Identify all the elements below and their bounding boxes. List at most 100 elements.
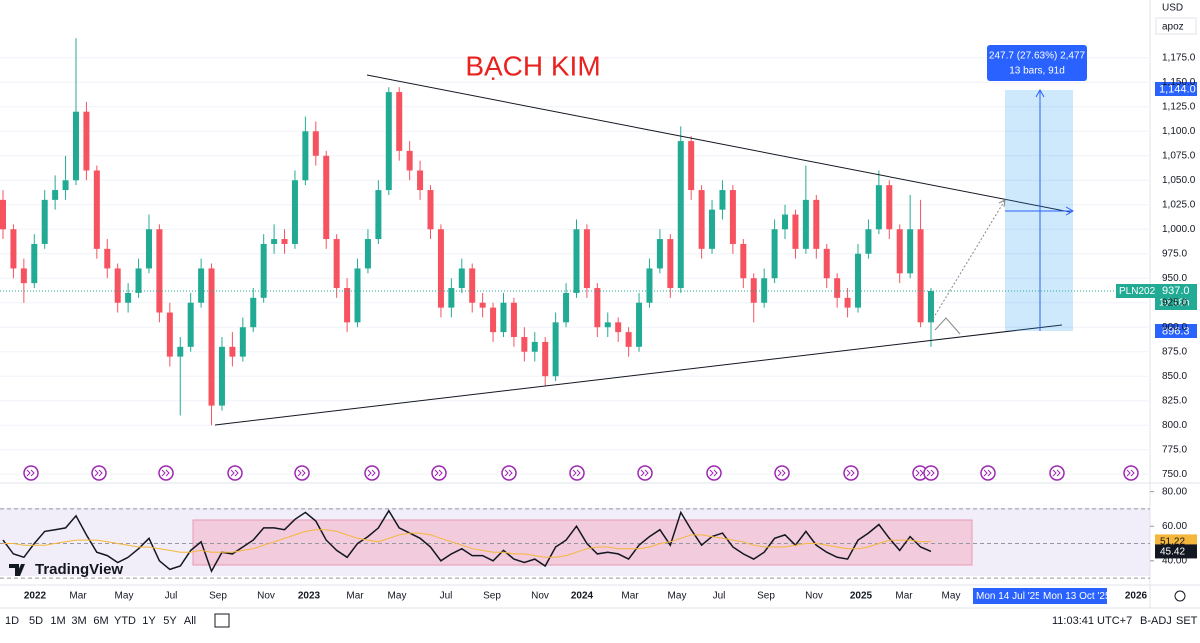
event-icon-glyph	[846, 469, 855, 477]
candle-body	[156, 229, 163, 313]
event-icon[interactable]	[501, 465, 517, 481]
session[interactable]: SET	[1176, 615, 1198, 627]
candle-body	[114, 268, 121, 303]
range-button[interactable]: 6M	[93, 615, 108, 627]
x-tick-label: Mar	[621, 591, 639, 602]
rsi-line	[2, 509, 932, 574]
scale-button[interactable]	[1155, 17, 1197, 35]
symbol: PLN2025	[1119, 286, 1161, 297]
candle-body	[10, 229, 17, 269]
candle-body	[218, 346, 225, 406]
candle-body	[260, 243, 267, 298]
range-button[interactable]: 1D	[5, 615, 19, 627]
candle-body	[928, 290, 934, 323]
event-icon[interactable]	[637, 465, 653, 481]
adjust[interactable]: B-ADJ	[1140, 615, 1172, 627]
candle-body	[552, 322, 559, 377]
event-icon[interactable]	[431, 465, 447, 481]
value-tag	[1155, 544, 1197, 559]
brand-logo	[9, 564, 25, 576]
candle-body	[312, 131, 319, 156]
candle-body	[375, 190, 382, 240]
y-tick-label: 825.0	[1162, 395, 1187, 406]
measure-label-box	[987, 45, 1087, 81]
candle-body	[750, 278, 757, 303]
scale-mode[interactable]: apoz	[1162, 22, 1184, 33]
candle-body	[740, 243, 747, 279]
event-icon[interactable]	[1123, 465, 1139, 481]
event-icon[interactable]	[923, 465, 939, 481]
event-icon-glyph	[640, 469, 649, 477]
range-button[interactable]: 5D	[29, 615, 43, 627]
event-icon[interactable]	[364, 465, 380, 481]
candle-body	[625, 332, 632, 347]
candle-body	[542, 341, 549, 377]
settings-icon[interactable]	[1174, 590, 1186, 602]
measure-text: 13 bars, 91d	[1009, 66, 1065, 77]
candle-body	[166, 312, 173, 357]
candle-body	[448, 288, 455, 308]
y-tick-label: 975.0	[1162, 248, 1187, 259]
clock: 11:03:41 UTC+7	[1052, 615, 1132, 627]
event-icon-glyph	[434, 469, 443, 477]
calendar-icon[interactable]	[214, 613, 230, 628]
candle-body	[145, 229, 152, 269]
range-button[interactable]: 3M	[71, 615, 86, 627]
event-icon[interactable]	[1049, 465, 1065, 481]
event-icon[interactable]	[843, 465, 859, 481]
measure-text: 247.7 (27.63%) 2,477	[989, 51, 1086, 62]
event-icon[interactable]	[294, 465, 310, 481]
candle-body	[636, 302, 643, 347]
drawing-rect	[192, 519, 973, 566]
candle-body	[719, 190, 726, 210]
candle-body	[510, 302, 517, 338]
candle-body	[250, 297, 257, 328]
date-tag	[1039, 588, 1107, 604]
candle-body	[281, 239, 288, 244]
range-button[interactable]: 1M	[50, 615, 65, 627]
event-icon[interactable]	[706, 465, 722, 481]
candle-body	[917, 229, 924, 323]
event-icon[interactable]	[91, 465, 107, 481]
x-tick-label: Nov	[531, 591, 549, 602]
candle-body	[135, 268, 142, 293]
range-button[interactable]: YTD	[114, 615, 136, 627]
currency[interactable]: USD	[1162, 3, 1183, 14]
value-label: 51.22	[1160, 537, 1185, 548]
range-button[interactable]: 5Y	[163, 615, 177, 627]
candle-body	[291, 180, 298, 244]
candle-body	[271, 239, 278, 244]
y-tick-label: 900.0	[1162, 322, 1187, 333]
candle-body	[302, 131, 309, 181]
event-icon[interactable]	[774, 465, 790, 481]
event-icon[interactable]	[569, 465, 585, 481]
y-tick-label: 40.00	[1162, 555, 1187, 566]
x-tick-label: Jul	[713, 591, 726, 602]
candle-body	[52, 190, 59, 200]
x-tick-label: Nov	[257, 591, 275, 602]
event-icon-glyph	[777, 469, 786, 477]
candle-body	[458, 268, 465, 289]
date-tag	[973, 588, 1039, 604]
event-icon[interactable]	[23, 465, 39, 481]
event-icon-glyph	[709, 469, 718, 477]
candle-body	[907, 229, 914, 274]
candle-body	[656, 239, 663, 269]
range-button[interactable]: 1Y	[142, 615, 156, 627]
event-icon[interactable]	[227, 465, 243, 481]
candle-body	[761, 278, 768, 303]
event-icon-glyph	[983, 469, 992, 477]
y-tick-label: 800.0	[1162, 420, 1187, 431]
candle-body	[31, 243, 38, 284]
event-icon-glyph	[230, 469, 239, 477]
y-tick-label: 775.0	[1162, 444, 1187, 455]
candle-body	[354, 268, 361, 323]
range-button[interactable]: All	[184, 615, 196, 627]
y-tick-label: 1,025.0	[1162, 199, 1196, 210]
candle-body	[239, 327, 246, 357]
event-icon[interactable]	[980, 465, 996, 481]
candle-body	[41, 199, 48, 244]
event-icon[interactable]	[158, 465, 174, 481]
